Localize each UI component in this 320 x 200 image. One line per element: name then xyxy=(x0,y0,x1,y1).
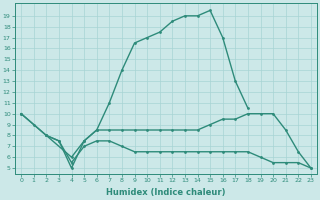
X-axis label: Humidex (Indice chaleur): Humidex (Indice chaleur) xyxy=(106,188,226,197)
